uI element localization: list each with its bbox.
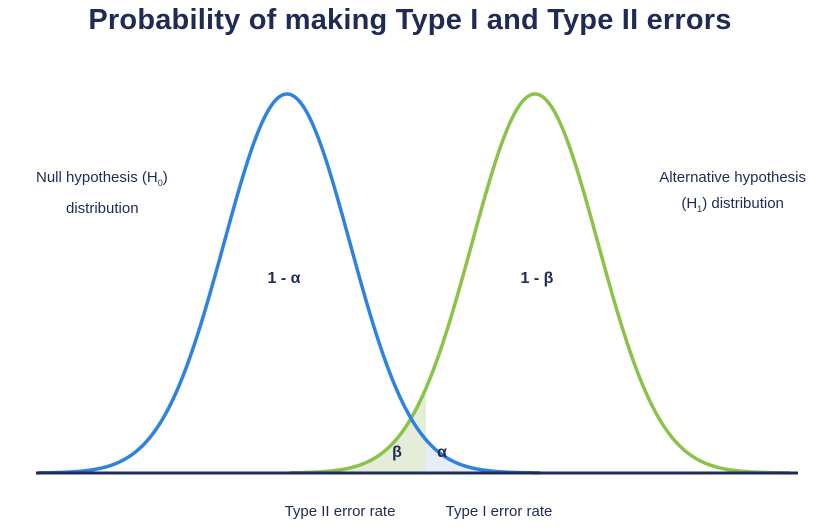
type-i-error-rate-label: Type I error rate <box>445 503 553 520</box>
alternative-distribution-curve <box>289 92 791 475</box>
one-minus-alpha-label: 1 - α <box>267 270 301 287</box>
one-minus-beta-label: 1 - β <box>520 270 554 287</box>
beta-region <box>290 388 426 473</box>
null-hypothesis-label: Null hypothesis (H0) distribution <box>36 169 168 217</box>
beta-label: β <box>392 444 402 461</box>
alternative-hypothesis-label: Alternative hypothesis (H1) distribution <box>659 169 806 214</box>
alpha-region <box>426 439 540 473</box>
type-ii-error-rate-label: Type II error rate <box>284 503 396 520</box>
null-distribution-curve <box>37 92 541 475</box>
alpha-label: α <box>437 444 447 461</box>
chart-title: Probability of making Type I and Type II… <box>88 4 732 36</box>
